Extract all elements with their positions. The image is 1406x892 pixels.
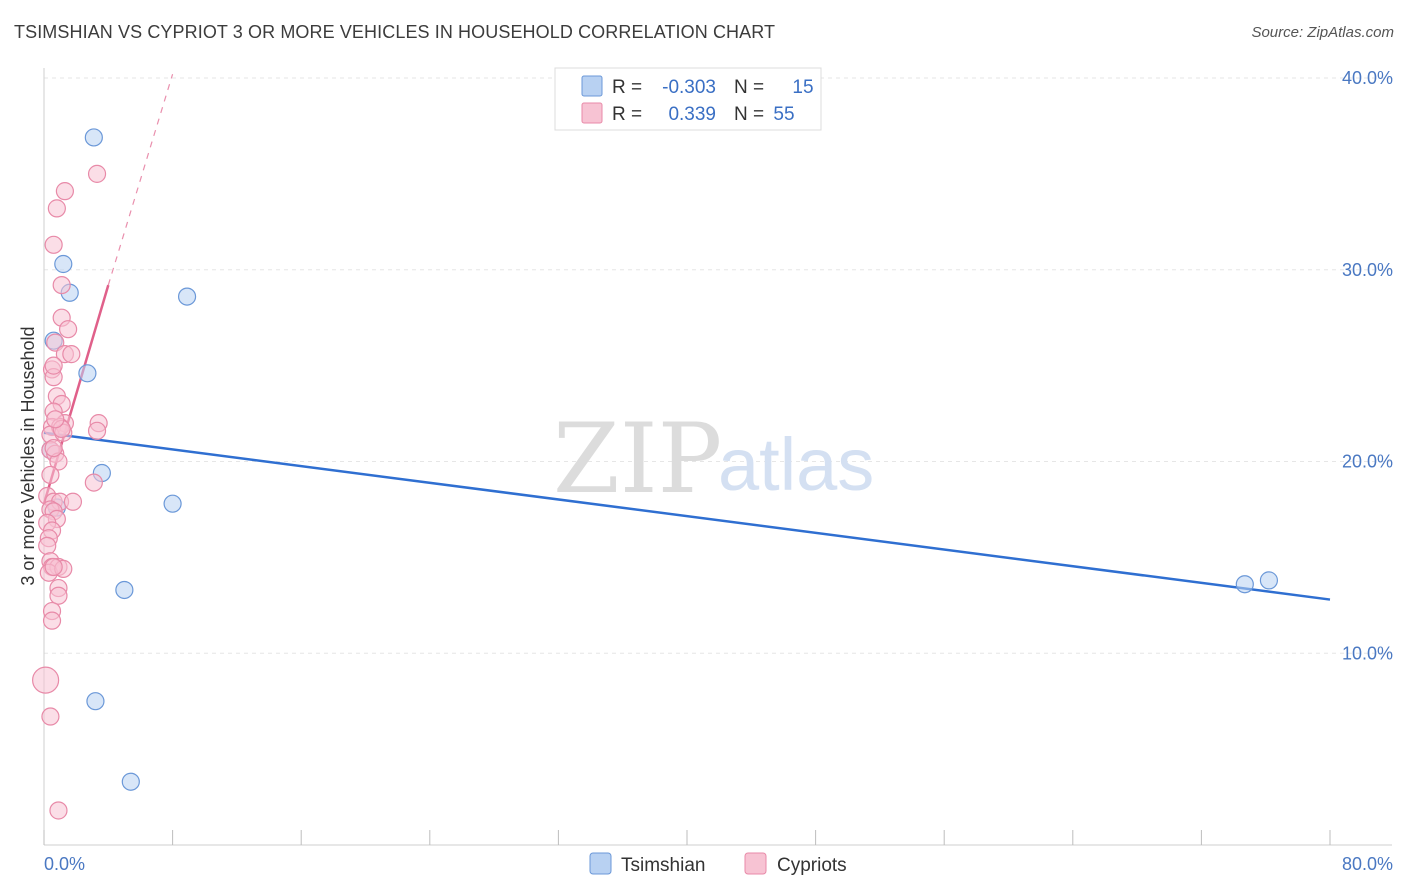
data-point-cypriots	[38, 536, 57, 555]
bottom-legend-tsimshian: Tsimshian	[621, 855, 705, 876]
legend-r-value: 0.339	[668, 104, 716, 125]
data-point-cypriots	[42, 611, 62, 630]
data-point-tsimshian	[1259, 571, 1279, 590]
series-legend: Tsimshian Cypriots	[589, 852, 847, 876]
y-tick-label: 20.0%	[1342, 452, 1393, 472]
y-axis-label: 3 or more Vehicles in Household	[18, 326, 38, 585]
bottom-legend-swatch-tsimshian	[589, 852, 612, 875]
bottom-legend-swatch-cypriots	[744, 852, 767, 875]
y-tick-label: 30.0%	[1342, 260, 1393, 280]
data-point-tsimshian	[121, 772, 140, 791]
y-tick-label: 10.0%	[1342, 643, 1393, 663]
data-point-tsimshian	[54, 254, 73, 274]
y-tick-label: 40.0%	[1342, 68, 1393, 88]
legend-r-value: -0.303	[662, 77, 716, 98]
grid-lines	[44, 77, 1392, 654]
data-point-cypriots	[62, 345, 81, 364]
data-point-tsimshian	[115, 580, 134, 600]
bottom-legend-cypriots: Cypriots	[777, 855, 847, 876]
data-points	[32, 128, 1279, 820]
data-point-cypriots	[46, 410, 65, 429]
legend-n-label: N =	[734, 77, 764, 98]
data-point-cypriots	[87, 164, 107, 183]
data-point-tsimshian	[1235, 575, 1254, 594]
watermark-atlas: atlas	[718, 423, 874, 506]
legend-r-label: R =	[612, 104, 642, 125]
trend-line-cypriots-extension	[107, 73, 174, 286]
data-point-cypriots	[52, 275, 71, 295]
data-point-cypriots	[41, 465, 60, 485]
data-point-cypriots	[49, 801, 68, 820]
data-point-cypriots	[32, 666, 60, 694]
legend-swatch-cypriots	[581, 102, 603, 124]
legend-swatch-tsimshian	[581, 75, 603, 97]
data-point-tsimshian	[86, 692, 105, 711]
data-point-tsimshian	[84, 128, 103, 147]
x-tick-label: 80.0%	[1342, 854, 1393, 874]
legend-n-value: 15	[792, 77, 813, 98]
data-point-cypriots	[59, 320, 78, 339]
tick-labels: 10.0% 20.0% 30.0% 40.0% 0.0% 80.0%	[44, 68, 1393, 874]
data-point-cypriots	[87, 421, 107, 440]
chart-title: TSIMSHIAN VS CYPRIOT 3 OR MORE VEHICLES …	[14, 22, 776, 42]
x-tick-label: 0.0%	[44, 854, 85, 874]
source-label: Source: ZipAtlas.com	[1251, 24, 1394, 41]
data-point-tsimshian	[78, 364, 97, 383]
data-point-cypriots	[44, 557, 63, 577]
data-point-cypriots	[84, 473, 103, 492]
trend-line-tsimshian	[43, 431, 1331, 601]
trend-lines	[42, 73, 1331, 601]
legend-r-label: R =	[612, 77, 642, 98]
legend-n-value: 55	[773, 104, 794, 125]
correlation-legend: R = -0.303 N = 15 R = 0.339 N = 55	[554, 67, 822, 131]
data-point-cypriots	[44, 438, 63, 458]
data-point-cypriots	[44, 356, 63, 375]
legend-n-label: N =	[734, 104, 764, 125]
data-point-cypriots	[49, 586, 68, 605]
data-point-cypriots	[41, 707, 60, 726]
data-point-cypriots	[63, 492, 83, 511]
watermark-zip: ZIP	[553, 403, 722, 515]
data-point-tsimshian	[163, 494, 182, 513]
data-point-tsimshian	[177, 287, 197, 306]
data-point-cypriots	[44, 235, 63, 254]
data-point-cypriots	[47, 199, 66, 218]
data-point-cypriots	[55, 182, 74, 201]
